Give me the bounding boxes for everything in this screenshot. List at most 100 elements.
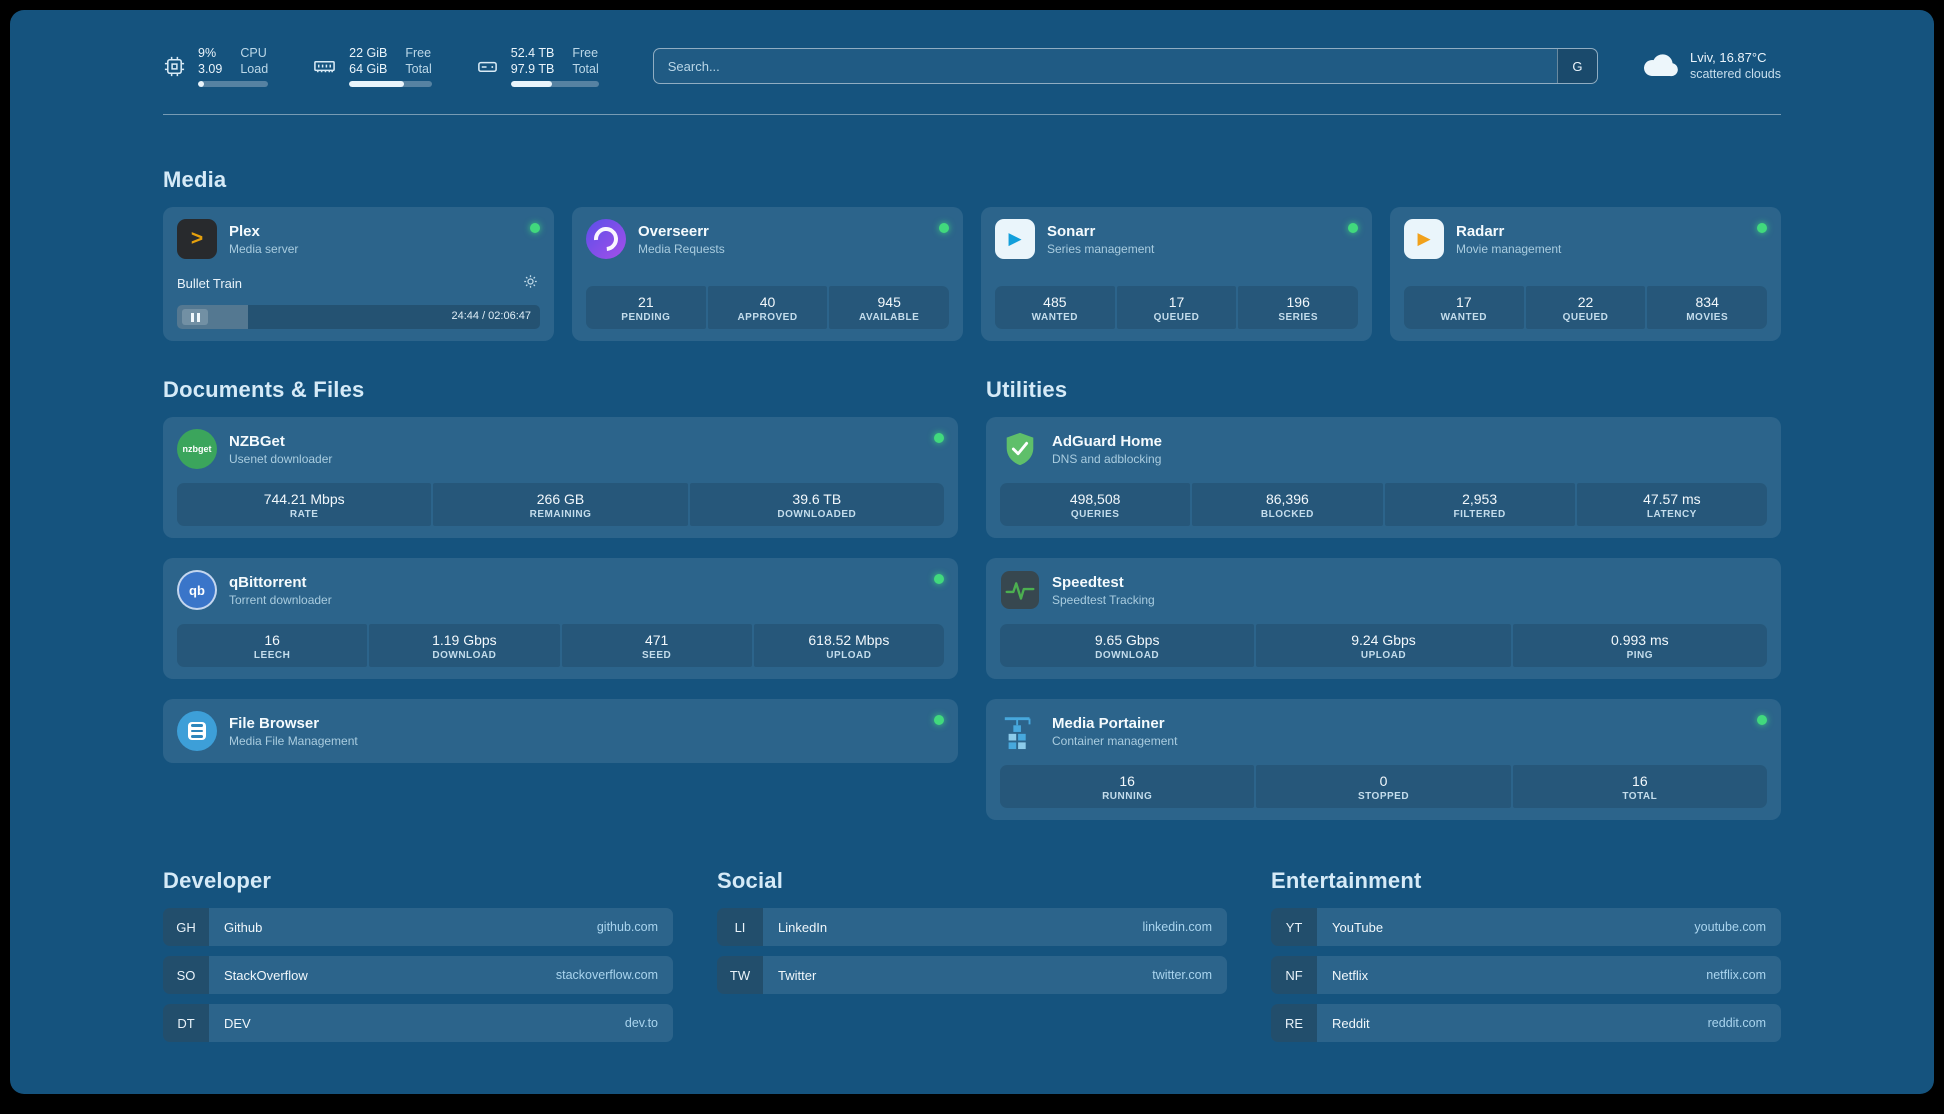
service-name: File Browser xyxy=(229,714,320,732)
nzbget-card: nzbget NZBGet Usenet downloader 744.21 M… xyxy=(163,417,958,538)
bookmark-twitter[interactable]: TW Twitter twitter.com xyxy=(717,956,1227,994)
disk-monitor: 52.4 TB Free 97.9 TB Total xyxy=(476,46,599,87)
memory-free-value: 22 GiB xyxy=(349,45,388,60)
radarr-app-link[interactable]: ▶ Radarr Movie management xyxy=(1404,219,1767,259)
stat-queries: 498,508 QUERIES xyxy=(1000,483,1191,526)
service-subtitle: Container management xyxy=(1052,733,1178,748)
hard-drive-icon xyxy=(476,55,499,78)
cpu-monitor: 9% CPU 3.09 Load xyxy=(163,46,269,87)
service-subtitle: Media server xyxy=(229,241,299,256)
playback-progress-bar[interactable]: 24:44 / 02:06:47 xyxy=(177,305,540,329)
stat-stopped: 0 STOPPED xyxy=(1256,765,1511,808)
overseerr-app-link[interactable]: Overseerr Media Requests xyxy=(586,219,949,259)
portainer-crane-icon xyxy=(1000,711,1040,751)
plex-icon: > xyxy=(177,219,217,259)
disk-free-value: 52.4 TB xyxy=(510,45,555,60)
stat-latency: 47.57 ms LATENCY xyxy=(1576,483,1767,526)
service-name: AdGuard Home xyxy=(1052,432,1163,450)
plex-card: > Plex Media server Bullet Train xyxy=(163,207,554,341)
bookmark-github[interactable]: GH Github github.com xyxy=(163,908,673,946)
bookmark-url: twitter.com xyxy=(1152,968,1212,982)
bookmark-url: dev.to xyxy=(624,1016,658,1030)
stat-upload: 618.52 Mbps UPLOAD xyxy=(753,624,944,667)
bookmark-abbr: GH xyxy=(163,908,209,946)
stat-remaining: 266 GB REMAINING xyxy=(433,483,688,526)
status-dot-online xyxy=(1348,223,1358,233)
sonarr-card: ▶ Sonarr Series management 485 WANTED xyxy=(981,207,1372,341)
nzbget-app-link[interactable]: nzbget NZBGet Usenet downloader xyxy=(177,429,944,469)
service-subtitle: Media Requests xyxy=(638,241,725,256)
service-subtitle: Usenet downloader xyxy=(229,451,333,466)
player-settings-button[interactable] xyxy=(521,272,540,294)
bookmark-stackoverflow[interactable]: SO StackOverflow stackoverflow.com xyxy=(163,956,673,994)
service-subtitle: DNS and adblocking xyxy=(1052,451,1162,466)
speedtest-app-link[interactable]: Speedtest Speedtest Tracking xyxy=(1000,570,1767,610)
cpu-progress-bar xyxy=(198,80,269,87)
cloud-icon xyxy=(1642,51,1678,82)
search-engine-button[interactable]: G xyxy=(1556,49,1597,83)
bookmark-youtube[interactable]: YT YouTube youtube.com xyxy=(1271,908,1781,946)
disk-progress-bar xyxy=(510,80,599,87)
qbittorrent-app-link[interactable]: qb qBittorrent Torrent downloader xyxy=(177,570,944,610)
top-bar: 9% CPU 3.09 Load xyxy=(163,40,1781,92)
stat-seed: 471 SEED xyxy=(561,624,752,667)
status-dot-online xyxy=(530,223,540,233)
bookmark-linkedin[interactable]: LI LinkedIn linkedin.com xyxy=(717,908,1227,946)
portainer-app-link[interactable]: Media Portainer Container management xyxy=(1000,711,1767,751)
stat-pending: 21 PENDING xyxy=(586,286,706,329)
status-dot-online xyxy=(934,574,944,584)
plex-app-link[interactable]: > Plex Media server xyxy=(177,219,540,259)
service-subtitle: Media File Management xyxy=(229,733,358,748)
social-section-title: Social xyxy=(717,868,784,893)
bookmark-url: netflix.com xyxy=(1706,968,1766,982)
service-name: NZBGet xyxy=(229,432,285,450)
memory-monitor: 22 GiB Free 64 GiB Total xyxy=(312,46,432,87)
weather-widget[interactable]: Lviv, 16.87°C scattered clouds xyxy=(1642,49,1781,83)
service-name: Overseerr xyxy=(638,222,709,240)
bookmark-abbr: LI xyxy=(717,908,763,946)
bookmark-name: Github xyxy=(224,919,263,935)
overseerr-icon xyxy=(586,219,626,259)
bookmark-url: linkedin.com xyxy=(1142,920,1212,934)
search-input[interactable] xyxy=(653,49,1557,83)
memory-progress-fill xyxy=(349,80,404,87)
entertainment-section-title: Entertainment xyxy=(1271,868,1422,893)
bookmark-dev[interactable]: DT DEV dev.to xyxy=(163,1004,673,1042)
pause-icon xyxy=(190,312,194,322)
social-bookmarks: Social LI LinkedIn linkedin.com TW Twitt… xyxy=(717,868,1227,1042)
bookmark-url: github.com xyxy=(596,920,658,934)
disk-total-value: 97.9 TB xyxy=(510,61,555,76)
sonarr-icon: ▶ xyxy=(995,219,1035,259)
bookmark-name: StackOverflow xyxy=(224,967,308,983)
weather-condition: scattered clouds xyxy=(1689,67,1781,81)
stat-wanted: 485 WANTED xyxy=(995,286,1115,329)
search-bar: G xyxy=(652,48,1598,84)
stat-filtered: 2,953 FILTERED xyxy=(1384,483,1575,526)
speedtest-waveform-icon xyxy=(1000,570,1040,610)
service-name: Plex xyxy=(229,222,260,240)
stat-blocked: 86,396 BLOCKED xyxy=(1192,483,1383,526)
service-name: qBittorrent xyxy=(229,573,307,591)
adguard-shield-icon xyxy=(1000,429,1040,469)
stat-approved: 40 APPROVED xyxy=(707,286,828,329)
media-section-title: Media xyxy=(163,167,227,192)
topbar-divider xyxy=(163,114,1781,115)
adguard-app-link[interactable]: AdGuard Home DNS and adblocking xyxy=(1000,429,1767,469)
filebrowser-app-link[interactable]: File Browser Media File Management xyxy=(177,711,944,751)
radarr-icon: ▶ xyxy=(1404,219,1444,259)
pause-button[interactable] xyxy=(182,309,208,325)
service-subtitle: Speedtest Tracking xyxy=(1052,592,1155,607)
sonarr-app-link[interactable]: ▶ Sonarr Series management xyxy=(995,219,1358,259)
bookmark-name: DEV xyxy=(224,1015,251,1031)
filebrowser-icon xyxy=(177,711,217,751)
bookmark-netflix[interactable]: NF Netflix netflix.com xyxy=(1271,956,1781,994)
disk-total-label: Total xyxy=(572,61,599,76)
utilities-section: Utilities AdGuard Home xyxy=(986,377,1781,820)
stat-download: 1.19 Gbps DOWNLOAD xyxy=(369,624,560,667)
disk-free-label: Free xyxy=(572,45,599,60)
service-name: Speedtest xyxy=(1052,573,1124,591)
bookmark-name: YouTube xyxy=(1332,919,1384,935)
stat-available: 945 AVAILABLE xyxy=(829,286,950,329)
bookmark-reddit[interactable]: RE Reddit reddit.com xyxy=(1271,1004,1781,1042)
documents-section: Documents & Files nzbget NZBGet Usenet d… xyxy=(163,377,958,820)
